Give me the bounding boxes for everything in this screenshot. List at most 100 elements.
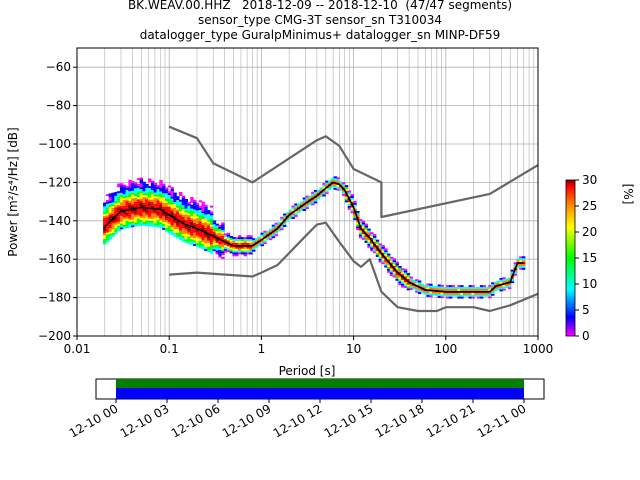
time-tick-label: 12-10 00 (67, 401, 121, 440)
heatmap-cell (375, 243, 380, 246)
heatmap-cell (125, 189, 129, 192)
heatmap-cell (114, 230, 118, 233)
heatmap-cell (156, 225, 160, 228)
heatmap-cell (187, 238, 191, 241)
heatmap-cell (162, 185, 166, 188)
heatmap-cell (305, 195, 309, 198)
heatmap-cell (364, 225, 368, 228)
heatmap-cell (159, 187, 163, 190)
heatmap-cell (170, 187, 174, 189)
heatmap-cell (342, 193, 346, 196)
heatmap-cell (190, 223, 194, 226)
heatmap-cell (412, 279, 416, 282)
heatmap-cell (263, 238, 267, 241)
heatmap-cell (350, 197, 354, 200)
heatmap-cell (122, 194, 127, 197)
heatmap-cell (136, 178, 141, 181)
heatmap-cell (417, 288, 422, 291)
heatmap-cell (125, 195, 129, 198)
heatmap-cell (240, 242, 245, 245)
heatmap-cell (173, 204, 177, 207)
heatmap-cell (159, 181, 163, 184)
heatmap-cell (105, 203, 110, 206)
heatmap-cell (274, 226, 278, 229)
heatmap-cell (302, 199, 307, 202)
heatmap-cell (159, 226, 163, 228)
heatmap-cell (288, 211, 293, 214)
heatmap-cell (133, 219, 138, 221)
heatmap-cell (488, 292, 492, 295)
x-tick-label: 1000 (523, 342, 554, 356)
heatmap-cell (372, 233, 377, 236)
heatmap-cell (187, 230, 191, 233)
heatmap-cell (105, 240, 110, 243)
heatmap-cell (167, 216, 172, 219)
heatmap-cell (471, 287, 475, 289)
heatmap-cell (367, 230, 371, 233)
heatmap-cell (344, 196, 349, 199)
heatmap-cell (271, 224, 276, 227)
heatmap-cell (201, 224, 205, 227)
heatmap-cell (103, 219, 107, 222)
heatmap-cell (142, 191, 146, 194)
heatmap-cell (111, 200, 115, 203)
heatmap-cell (249, 240, 253, 243)
heatmap-cell (103, 208, 107, 211)
heatmap-cell (193, 215, 197, 218)
heatmap-cell (145, 191, 149, 194)
heatmap-cell (454, 292, 458, 295)
heatmap-cell (178, 230, 183, 233)
heatmap-cell (167, 218, 172, 220)
heatmap-cell (195, 225, 200, 228)
heatmap-cell (252, 249, 256, 252)
heatmap-cell (176, 234, 180, 237)
heatmap-cell (136, 195, 141, 198)
heatmap-cell (240, 252, 245, 255)
heatmap-cell (108, 204, 113, 207)
heatmap-cell (156, 210, 160, 212)
heatmap-cell (406, 284, 411, 287)
heatmap-cell (322, 184, 326, 187)
heatmap-cell (204, 204, 208, 207)
heatmap-cell (499, 281, 503, 284)
heatmap-cell (201, 245, 205, 248)
heatmap-cell (344, 198, 349, 201)
heatmap-cell (187, 209, 191, 212)
heatmap-cell (164, 216, 169, 219)
heatmap-cell (176, 201, 180, 204)
heatmap-cell (136, 212, 141, 215)
heatmap-cell (325, 188, 329, 191)
heatmap-cell (122, 213, 127, 216)
heatmap-cell (232, 237, 236, 240)
heatmap-cell (162, 208, 166, 211)
heatmap-cell (235, 252, 239, 255)
heatmap-cell (167, 210, 172, 213)
heatmap-cell (375, 239, 380, 242)
colorbar-tick-label: 15 (582, 251, 597, 265)
heatmap-cell (142, 193, 146, 196)
heatmap-cell (471, 296, 475, 299)
heatmap-cell (212, 233, 217, 236)
heatmap-cell (426, 291, 430, 294)
heatmap-cell (350, 209, 354, 212)
heatmap-cell (316, 191, 321, 194)
heatmap-cell (136, 222, 141, 225)
heatmap-cell (204, 218, 208, 221)
heatmap-cell (117, 195, 121, 197)
heatmap-cell (350, 194, 354, 197)
heatmap-cell (519, 265, 523, 268)
heatmap-cell (148, 178, 152, 181)
heatmap-cell (170, 217, 174, 220)
heatmap-cell (280, 220, 284, 223)
colorbar-tick-label: 5 (582, 303, 590, 317)
heatmap-cell (103, 233, 107, 236)
heatmap-cell (392, 258, 397, 261)
heatmap-cell (381, 260, 385, 263)
heatmap-cell (204, 241, 208, 244)
heatmap-cell (176, 205, 180, 208)
heatmap-cell (446, 285, 450, 288)
heatmap-cell (268, 236, 273, 239)
heatmap-cell (139, 223, 144, 226)
heatmap-cell (358, 234, 363, 237)
heatmap-cell (114, 193, 118, 196)
